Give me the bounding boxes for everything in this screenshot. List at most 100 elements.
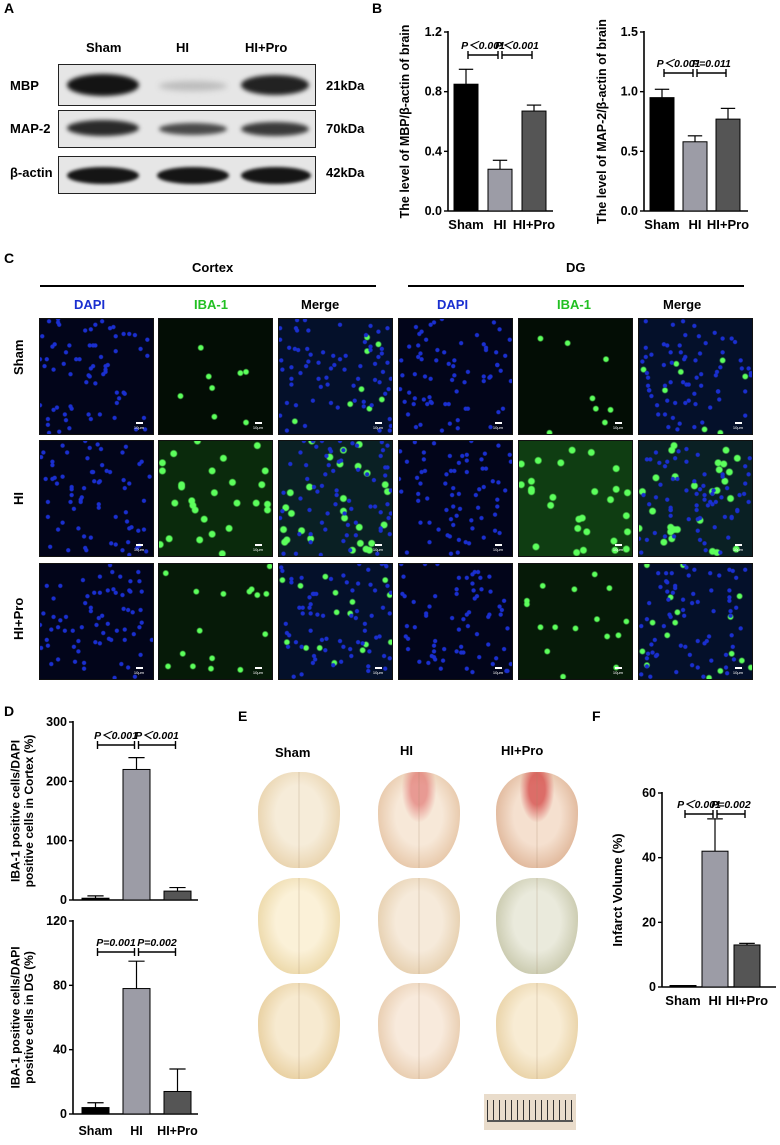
brain-image <box>258 878 340 974</box>
y-tick-label: 60 <box>642 786 656 800</box>
scale-bar-label: 10μm <box>612 670 623 675</box>
x-tick-label: Sham <box>78 1124 112 1138</box>
scale-bar-label: 10μm <box>732 547 743 552</box>
scale-bar <box>375 422 382 424</box>
brain-image <box>496 983 578 1079</box>
micrograph-dapi: 10μm <box>39 440 154 557</box>
p-value-annotation: P＜0.001 <box>94 730 138 742</box>
scale-bar <box>136 544 143 546</box>
micrograph-merge: 10μm <box>638 440 753 557</box>
bar-hi <box>122 988 151 1115</box>
scale-bar-label: 10μm <box>492 547 503 552</box>
region-label-cortex: Cortex <box>192 260 234 275</box>
row-label-hi-pro: HI+Pro <box>11 597 26 640</box>
brain-image <box>258 772 340 868</box>
channel-label-dapi: DAPI <box>74 297 106 312</box>
scale-bar-label: 10μm <box>492 425 503 430</box>
blot-strip-bactin <box>58 156 316 194</box>
blot-kda-label: 42kDa <box>326 165 365 180</box>
chart-dg: IBA-1 positive cells/DAPIpositive cells … <box>8 914 198 1138</box>
micrograph-iba1: 10μm <box>158 563 273 680</box>
bar-sham <box>669 985 697 988</box>
y-axis-label: The level of MBP/β-actin of brain <box>398 25 412 219</box>
y-tick-label: 1.2 <box>425 25 442 39</box>
y-tick-label: 80 <box>53 978 67 992</box>
x-tick-label: Sham <box>665 993 700 1008</box>
y-tick-label: 0 <box>649 980 656 994</box>
x-tick-label: HI <box>709 993 722 1008</box>
panel-letter-d: D <box>4 703 15 719</box>
blot-row-label: MBP <box>10 78 39 93</box>
chart-cortex: IBA-1 positive cells/DAPIpositive cells … <box>8 716 198 906</box>
micrograph-iba1: 10μm <box>518 318 633 435</box>
scale-bar <box>735 422 742 424</box>
y-axis-label: The level of MAP-2/β-actin of brain <box>595 19 609 224</box>
ruler-image <box>484 1094 576 1130</box>
row-label-sham: Sham <box>11 339 26 375</box>
scale-bar <box>615 422 622 424</box>
blot-group-label: HI+Pro <box>245 40 288 55</box>
y-tick-label: 0 <box>60 1107 67 1121</box>
scale-bar <box>495 544 502 546</box>
blot-strip-mbp <box>58 64 316 106</box>
blot-row-label: MAP-2 <box>10 121 51 136</box>
micrograph-iba1: 10μm <box>158 440 273 557</box>
blot-kda-label: 21kDa <box>326 78 365 93</box>
scale-bar-label: 10μm <box>612 547 623 552</box>
channel-label-dapi: DAPI <box>437 297 469 312</box>
x-tick-label: Sham <box>448 217 483 232</box>
brain-group-label: HI <box>400 743 413 758</box>
bar-sham <box>81 897 110 901</box>
p-value-annotation: P=0.002 <box>711 799 751 811</box>
y-tick-label: 300 <box>46 716 67 729</box>
x-tick-label: HI+Pro <box>157 1124 198 1138</box>
y-tick-label: 0.5 <box>621 144 638 158</box>
brain-image <box>258 983 340 1079</box>
brain-group-label: Sham <box>275 745 311 760</box>
panel-letter-a: A <box>4 0 15 16</box>
scale-bar-label: 10μm <box>492 670 503 675</box>
bar-hi-pro <box>733 944 761 988</box>
y-tick-label: 0 <box>60 893 67 906</box>
scale-bar-label: 10μm <box>372 547 383 552</box>
y-tick-label: 20 <box>642 915 656 929</box>
micrograph-iba1: 10μm <box>158 318 273 435</box>
p-value-annotation: P=0.001 <box>96 937 136 949</box>
y-axis-label: IBA-1 positive cells/DAPIpositive cells … <box>8 735 36 888</box>
blot-strip-map2 <box>58 110 316 148</box>
p-value-annotation: P＜0.001 <box>461 40 505 52</box>
scale-bar <box>735 667 742 669</box>
channel-label-iba1: IBA-1 <box>194 297 228 312</box>
p-value-annotation: P＜0.001 <box>657 58 701 70</box>
brain-image <box>378 772 460 868</box>
bar-hi-pro <box>163 890 192 901</box>
micrograph-merge: 10μm <box>638 563 753 680</box>
scale-bar <box>495 422 502 424</box>
micrograph-dapi: 10μm <box>398 440 513 557</box>
chart-mbp: The level of MBP/β-actin of brain 0.0 0.4 0… <box>398 25 555 232</box>
brain-image <box>378 983 460 1079</box>
panel-letter-e: E <box>238 708 248 724</box>
panel-letter-c: C <box>4 250 15 266</box>
y-tick-label: 100 <box>46 834 67 848</box>
row-label-hi: HI <box>11 492 26 505</box>
blot-kda-label: 70kDa <box>326 121 365 136</box>
micrograph-dapi: 10μm <box>398 563 513 680</box>
bar-hi-pro <box>521 110 547 212</box>
x-tick-label: HI <box>130 1124 143 1138</box>
y-axis-label-line: positive cells in Cortex (%) <box>22 735 36 888</box>
channel-label-merge: Merge <box>301 297 340 312</box>
bar-sham <box>81 1107 110 1115</box>
y-tick-label: 40 <box>53 1043 67 1057</box>
scale-bar-label: 10μm <box>133 670 144 675</box>
scale-bar-label: 10μm <box>372 670 383 675</box>
channel-label-merge: Merge <box>663 297 702 312</box>
p-value-annotation: P＜0.001 <box>135 730 179 742</box>
blot-row-label: β-actin <box>10 165 53 180</box>
scale-bar-label: 10μm <box>252 425 263 430</box>
region-divider <box>40 285 376 287</box>
scale-bar <box>615 544 622 546</box>
brain-image <box>496 878 578 974</box>
scale-bar <box>136 667 143 669</box>
panel-letter-f: F <box>592 708 601 724</box>
